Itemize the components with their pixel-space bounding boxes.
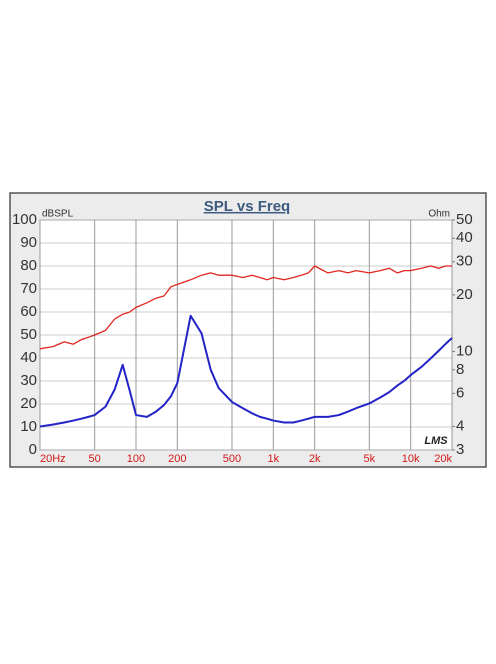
- x-tick-label: 500: [223, 453, 241, 465]
- y-tick-label: 90: [20, 234, 37, 251]
- series-line: [39, 265, 452, 350]
- y-tick-label: 0: [29, 441, 37, 458]
- y-tick-label: 20: [20, 395, 37, 412]
- y2-tick-label: 6: [456, 384, 464, 401]
- y2-tick-label: 3: [456, 441, 464, 458]
- x-tick-label: 5k: [364, 453, 376, 465]
- y-axis-label: dBSPL: [42, 209, 74, 220]
- y2-tick-label: 4: [456, 417, 464, 434]
- x-tick-label: 10k: [402, 453, 420, 465]
- chart-title: SPL vs Freq: [204, 198, 290, 215]
- x-tick-label: 50: [89, 453, 101, 465]
- y2-tick-label: 30: [456, 253, 473, 270]
- y2-tick-label: 10: [456, 343, 473, 360]
- series-line: [39, 314, 453, 428]
- logo: LMS: [424, 435, 448, 447]
- y-tick-label: 80: [20, 257, 37, 274]
- y2-axis-label: Ohm: [428, 209, 450, 220]
- y-tick-label: 30: [20, 372, 37, 389]
- y-tick-label: 70: [20, 280, 37, 297]
- x-tick-label: 20Hz: [40, 453, 66, 465]
- y-tick-label: 10: [20, 418, 37, 435]
- y2-tick-label: 8: [456, 361, 464, 378]
- x-tick-label: 200: [168, 453, 186, 465]
- x-tick-label: 2k: [309, 453, 321, 465]
- y2-tick-label: 20: [456, 286, 473, 303]
- y-tick-label: 60: [20, 303, 37, 320]
- x-tick-label: 1k: [268, 453, 280, 465]
- y2-tick-label: 50: [456, 211, 473, 228]
- x-tick-label: 100: [127, 453, 145, 465]
- y-tick-label: 100: [12, 211, 37, 228]
- y2-tick-label: 40: [456, 229, 473, 246]
- y-tick-label: 40: [20, 349, 37, 366]
- y-tick-label: 50: [20, 326, 37, 343]
- x-tick-label: 20k: [434, 453, 452, 465]
